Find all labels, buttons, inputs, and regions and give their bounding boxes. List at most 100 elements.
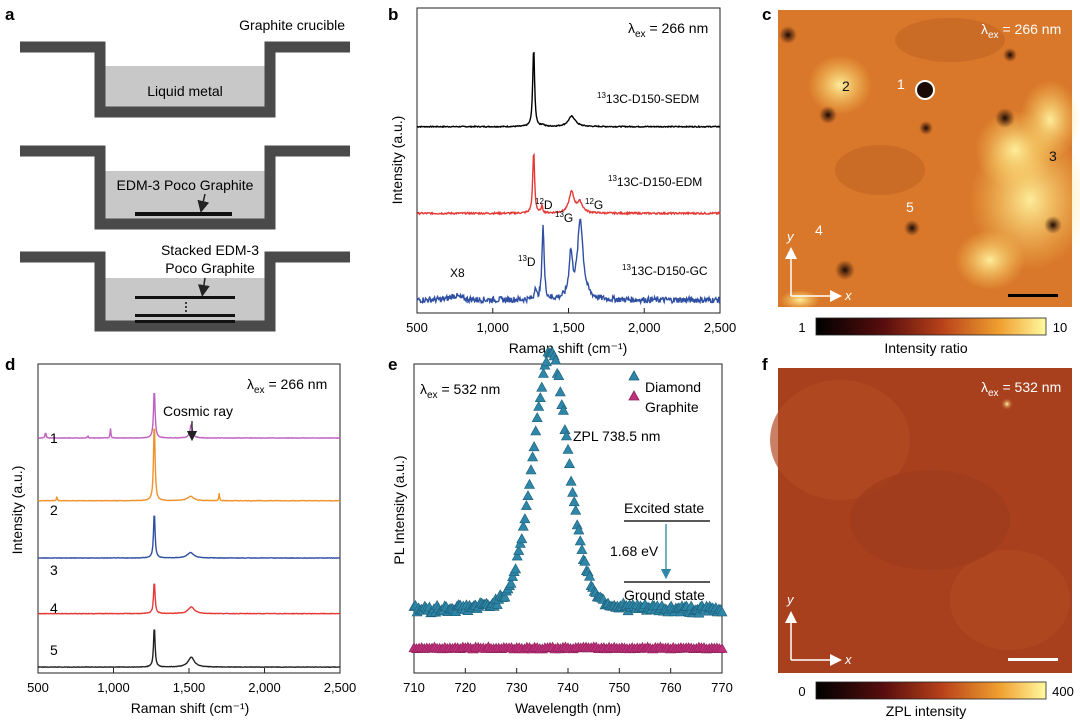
peak-label-12d: 12D <box>535 197 553 212</box>
diamond-point <box>534 392 546 402</box>
panel-d: d 500 1,000 1,500 2,000 2,500 Raman shift (c… <box>5 355 356 716</box>
pointer-arrow <box>197 277 210 297</box>
diamond-point <box>716 606 728 617</box>
diamond-point <box>527 451 539 462</box>
liquid-metal-label: Liquid metal <box>147 83 223 99</box>
x-tick-label: 2,500 <box>704 320 737 335</box>
graphite-plate <box>135 296 235 299</box>
diamond-point <box>556 399 568 409</box>
excitation-label: λex = 266 nm <box>628 20 708 40</box>
spectrum-line-4 <box>37 583 341 615</box>
peak-label-13g: 13G <box>555 210 573 225</box>
x-tick-label: 2,000 <box>248 680 281 695</box>
zpl-label: ZPL 738.5 nm <box>573 428 660 444</box>
diamond-point <box>570 504 582 515</box>
stacked-label-2: Poco Graphite <box>165 260 255 276</box>
cosmic-ray-label: Cosmic ray <box>163 403 233 419</box>
crucible-title: Graphite crucible <box>239 17 345 33</box>
diamond-point <box>559 424 571 434</box>
ground-state-label: Ground state <box>624 587 705 603</box>
legend-diamond: Diamond <box>645 379 701 395</box>
x-tick-label: 1,000 <box>476 320 509 335</box>
diamond-point <box>562 443 574 454</box>
colorbar-min: 1 <box>798 320 805 335</box>
marked-spot-circle <box>915 80 935 100</box>
diamond-point <box>557 404 569 415</box>
series-label-5: 5 <box>50 642 58 658</box>
crucible-stacked: Stacked EDM-3 Poco Graphite <box>20 242 350 332</box>
tone-region <box>850 470 1010 570</box>
colorbar-max: 400 <box>1052 684 1074 699</box>
panel-e-label: e <box>388 355 397 374</box>
graphite-point <box>716 642 728 653</box>
liquid-fill <box>100 278 270 326</box>
diamond-point <box>576 543 588 554</box>
x-tick-label: 1,500 <box>552 320 585 335</box>
spectra <box>416 51 721 306</box>
series-label-sedm: 1313C-D150-SEDM <box>597 91 699 106</box>
panel-a-label: a <box>5 5 15 24</box>
series-label-1: 1 <box>50 430 58 446</box>
diamond-point <box>550 354 562 365</box>
colorbar-label: ZPL intensity <box>886 703 966 719</box>
spectrum-line-13C-D150-EDM <box>416 152 721 216</box>
crucible-wall <box>20 145 350 230</box>
panel-c: c λex = 266 nm 2 1 3 4 5 <box>762 5 1080 356</box>
spectra <box>37 393 341 669</box>
dim-region <box>835 145 925 195</box>
diamond-point <box>567 486 579 497</box>
diamond-point <box>510 563 522 574</box>
diamond-point <box>560 430 573 441</box>
series-label-2: 2 <box>50 502 58 518</box>
diamond-point <box>505 577 517 588</box>
spot-label-3: 3 <box>1049 148 1057 164</box>
legend: Diamond Graphite <box>628 370 701 415</box>
colorbar-label: Intensity ratio <box>884 340 967 356</box>
diamond-point <box>536 381 548 392</box>
x-tick-label: 1,500 <box>173 680 206 695</box>
series-label-3: 3 <box>50 562 58 578</box>
edm3-label: EDM-3 Poco Graphite <box>117 177 254 193</box>
series-label-4: 4 <box>50 600 58 616</box>
colorbar <box>815 317 1047 336</box>
x-axis-label: Raman shift (cm⁻¹) <box>131 700 250 716</box>
diamond-point <box>579 555 591 566</box>
excited-state-label: Excited state <box>624 500 704 516</box>
spectrum-line-13C-D150-GC <box>416 218 721 306</box>
diamond-point <box>530 425 542 436</box>
diamond-point <box>573 524 585 535</box>
excitation-label: λex = 266 nm <box>247 376 327 396</box>
bright-region <box>780 290 820 310</box>
diamond-point <box>513 544 525 555</box>
x-axis-label: Wavelength (nm) <box>515 700 621 716</box>
spectrum-line-3 <box>38 515 341 560</box>
diamond-point <box>537 367 549 378</box>
spot-label-5: 5 <box>906 199 914 215</box>
spectrum-line-5 <box>38 629 341 669</box>
y-axis-letter: y <box>786 592 795 607</box>
dark-spot <box>835 260 855 280</box>
legend-graphite: Graphite <box>645 399 699 415</box>
peak-label-13d: 13D <box>518 254 536 269</box>
series-label-edm: 1313C-D150-EDM <box>608 174 702 189</box>
legend-diamond-marker <box>628 370 640 381</box>
y-axis-label: Intensity (a.u.) <box>389 116 405 205</box>
bright-spot <box>1001 398 1013 410</box>
dark-spot <box>1003 48 1017 62</box>
bright-region <box>808 55 872 115</box>
colorbar-max: 10 <box>1053 320 1067 335</box>
diamond-point <box>531 412 543 422</box>
graphite-plate <box>135 320 235 323</box>
x-axis: 500 1,000 1,500 2,000 2,500 <box>27 668 356 695</box>
x-tick-label: 770 <box>711 680 733 695</box>
stacked-label-1: Stacked EDM-3 <box>161 242 259 258</box>
dark-spot <box>819 106 837 124</box>
panel-a: a Graphite crucible Liquid metal EDM-3 P… <box>5 5 350 332</box>
energy-label: 1.68 eV <box>610 543 659 559</box>
raman-map: λex = 266 nm 2 1 3 4 5 y x <box>778 10 1080 310</box>
liquid-fill <box>100 66 270 112</box>
x-tick-label: 1,000 <box>97 680 130 695</box>
pointer-arrow <box>197 193 210 213</box>
x-tick-label: 2,500 <box>324 680 357 695</box>
